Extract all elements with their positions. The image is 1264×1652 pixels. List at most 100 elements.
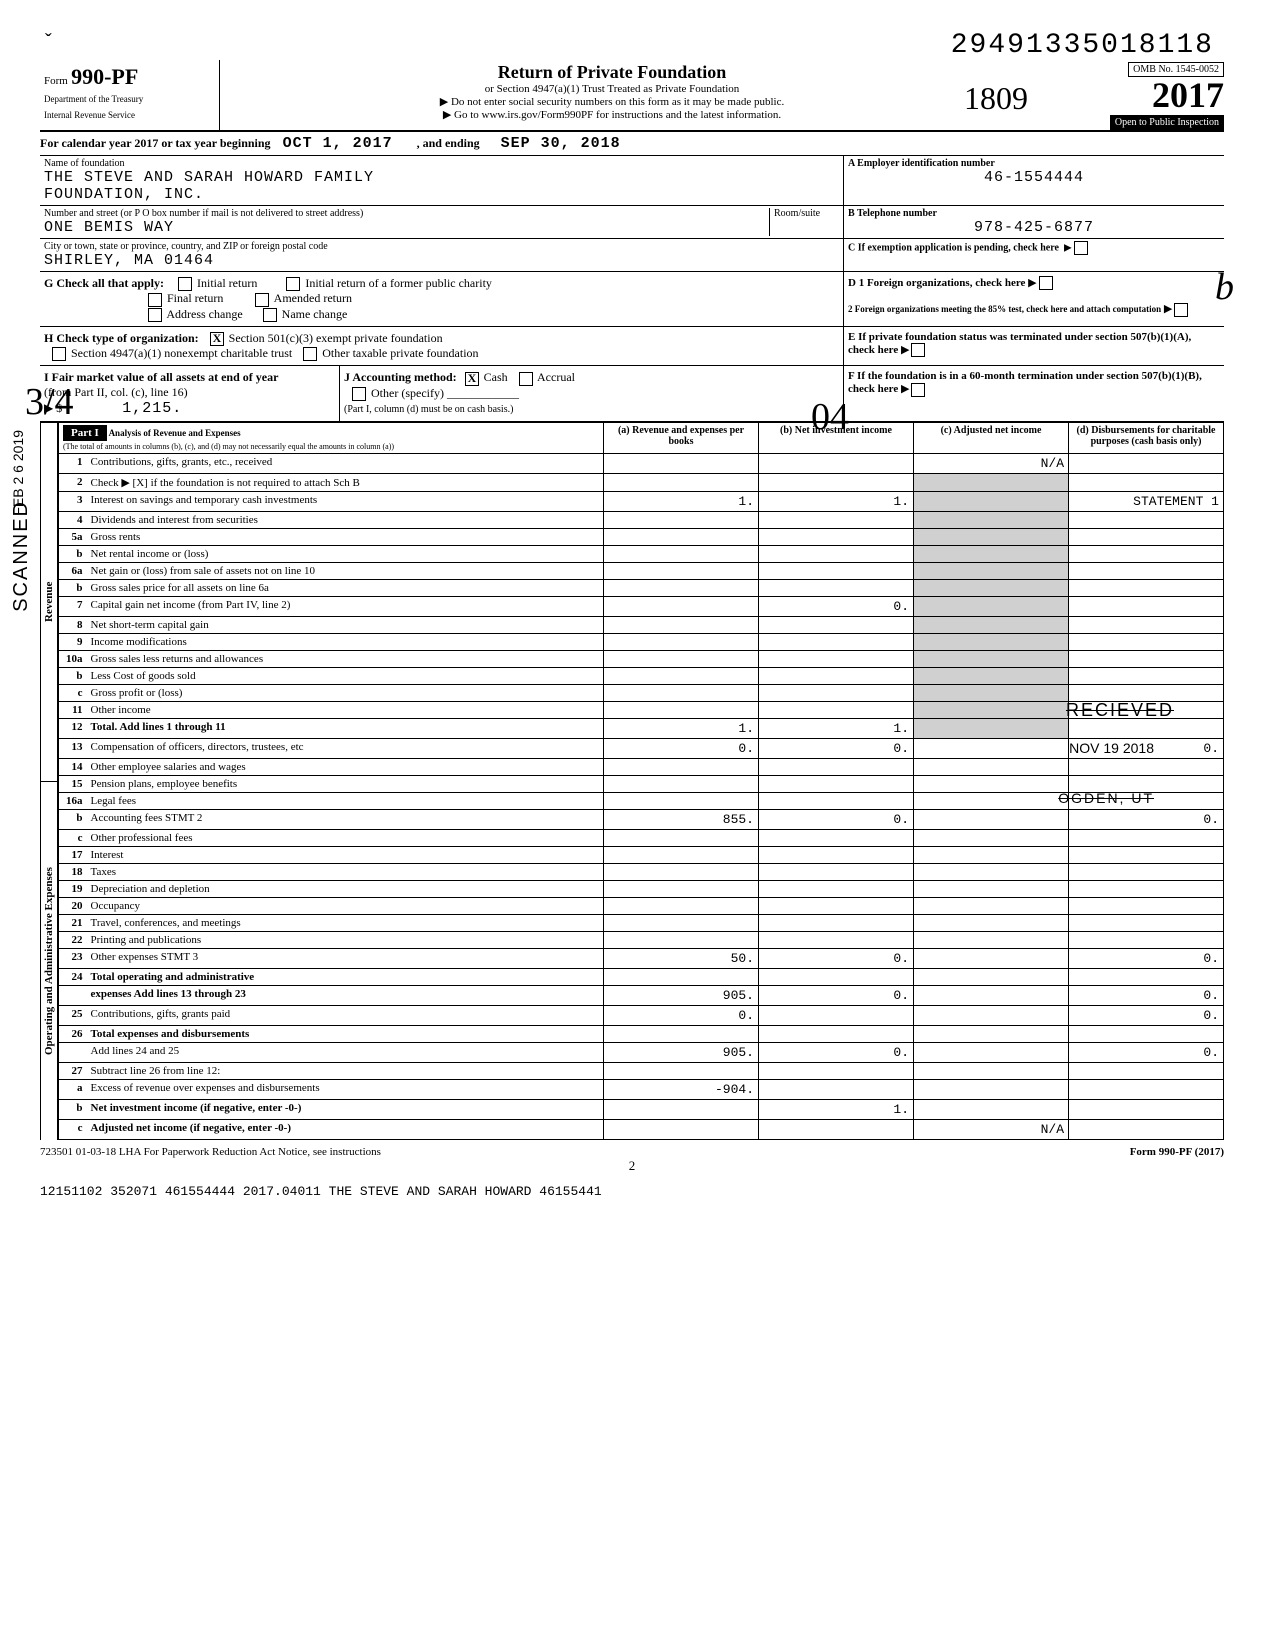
footer-form: Form 990-PF (2017) <box>1130 1146 1224 1158</box>
g-initial-former-checkbox[interactable] <box>286 277 300 291</box>
section-h-label: H Check type of organization: <box>44 331 199 345</box>
g-amended-checkbox[interactable] <box>255 293 269 307</box>
table-row: bNet rental income or (loss) <box>59 546 1224 563</box>
h-501c3-checkbox[interactable] <box>210 332 224 346</box>
table-row: aExcess of revenue over expenses and dis… <box>59 1080 1224 1100</box>
footer-bottom: 12151102 352071 461554444 2017.04011 THE… <box>40 1184 1224 1199</box>
j-cash-checkbox[interactable] <box>465 372 479 386</box>
tax-year: 2017 <box>1152 75 1224 115</box>
stamp-number: 1809 <box>964 80 1028 117</box>
table-row: bAccounting fees STMT 2855.0.0. <box>59 810 1224 830</box>
address-value: ONE BEMIS WAY <box>44 219 769 236</box>
section-g-label: G Check all that apply: <box>44 276 164 290</box>
table-row: 9Income modifications <box>59 634 1224 651</box>
g-opt-1: Final return <box>167 291 223 305</box>
j-accrual: Accrual <box>537 370 575 384</box>
g-opt-0: Initial return <box>197 276 257 290</box>
g-opt-5: Name change <box>282 307 348 321</box>
cal-year-prefix: For calendar year 2017 or tax year begin… <box>40 136 271 150</box>
table-row: 26Total expenses and disbursements <box>59 1026 1224 1043</box>
table-row: cOther professional fees <box>59 830 1224 847</box>
page-number: 2 <box>40 1158 1224 1174</box>
part1-sub: (The total of amounts in columns (b), (c… <box>63 442 394 451</box>
table-row: 19Depreciation and depletion <box>59 881 1224 898</box>
table-row: bGross sales price for all assets on lin… <box>59 580 1224 597</box>
table-row: 3Interest on savings and temporary cash … <box>59 492 1224 512</box>
table-row: 6aNet gain or (loss) from sale of assets… <box>59 563 1224 580</box>
j-other-checkbox[interactable] <box>352 387 366 401</box>
table-row: Add lines 24 and 25905.0.0. <box>59 1043 1224 1063</box>
table-row: 18Taxes <box>59 864 1224 881</box>
form-prefix: Form <box>44 75 68 87</box>
col-a-header: (a) Revenue and expenses per books <box>604 423 759 454</box>
dept-irs: Internal Revenue Service <box>44 110 135 120</box>
h-4947-checkbox[interactable] <box>52 347 66 361</box>
ogden-stamp: OGDEN, UT <box>1058 790 1154 806</box>
j-accrual-checkbox[interactable] <box>519 372 533 386</box>
table-row: 8Net short-term capital gain <box>59 617 1224 634</box>
e-checkbox[interactable] <box>911 343 925 357</box>
col-c-header: (c) Adjusted net income <box>914 423 1069 454</box>
year-begin: OCT 1, 2017 <box>283 135 393 152</box>
expenses-side-label: Operating and Administrative Expenses <box>40 781 58 1140</box>
table-row: 17Interest <box>59 847 1224 864</box>
year-end: SEP 30, 2018 <box>501 135 621 152</box>
form-subtitle-1: or Section 4947(a)(1) Trust Treated as P… <box>228 83 996 95</box>
table-row: bNet investment income (if negative, ent… <box>59 1100 1224 1120</box>
section-d1-label: D 1 Foreign organizations, check here <box>848 277 1025 289</box>
form-header: Form 990-PF Department of the Treasury I… <box>40 60 1224 132</box>
section-e-label: E If private foundation status was termi… <box>848 331 1191 356</box>
part1-badge: Part I <box>63 425 107 441</box>
j-cash: Cash <box>484 370 508 384</box>
city-value: SHIRLEY, MA 01464 <box>44 252 839 269</box>
phone-label: B Telephone number <box>848 208 1220 219</box>
section-c-checkbox[interactable] <box>1074 241 1088 255</box>
room-suite-label: Room/suite <box>769 208 839 236</box>
table-row: 21Travel, conferences, and meetings <box>59 915 1224 932</box>
g-address-change-checkbox[interactable] <box>148 308 162 322</box>
table-row: 12Total. Add lines 1 through 111.1. <box>59 719 1224 739</box>
table-row: 4Dividends and interest from securities <box>59 512 1224 529</box>
table-row: bLess Cost of goods sold <box>59 668 1224 685</box>
h-other-checkbox[interactable] <box>303 347 317 361</box>
received-date-stamp: NOV 19 2018 <box>1069 740 1154 756</box>
received-stamp: RECIEVED <box>1066 700 1174 721</box>
table-row: 16aLegal fees <box>59 793 1224 810</box>
footer-lha: 723501 01-03-18 LHA For Paperwork Reduct… <box>40 1146 381 1158</box>
ein-label: A Employer identification number <box>848 158 1220 169</box>
d2-checkbox[interactable] <box>1174 303 1188 317</box>
revenue-side-label: Revenue <box>40 422 58 781</box>
table-row: 24Total operating and administrative <box>59 969 1224 986</box>
part1-title: Analysis of Revenue and Expenses <box>109 428 241 438</box>
dept-treasury: Department of the Treasury <box>44 94 143 104</box>
scan-date-stamp: FEB 2 6 2019 <box>10 430 26 516</box>
d1-checkbox[interactable] <box>1039 276 1053 290</box>
address-label: Number and street (or P O box number if … <box>44 208 769 219</box>
table-row: 23Other expenses STMT 350.0.0. <box>59 949 1224 969</box>
h-opt-2: Section 4947(a)(1) nonexempt charitable … <box>71 346 292 360</box>
g-initial-return-checkbox[interactable] <box>178 277 192 291</box>
g-name-change-checkbox[interactable] <box>263 308 277 322</box>
name-label: Name of foundation <box>44 158 839 169</box>
handwritten-b: b <box>1215 265 1234 309</box>
cal-year-mid: , and ending <box>417 136 480 150</box>
g-final-return-checkbox[interactable] <box>148 293 162 307</box>
section-i-label: I Fair market value of all assets at end… <box>44 370 278 384</box>
table-row: 7Capital gain net income (from Part IV, … <box>59 597 1224 617</box>
table-row: cAdjusted net income (if negative, enter… <box>59 1120 1224 1140</box>
handwritten-fraction: 3/4 <box>25 380 74 424</box>
table-row: 25Contributions, gifts, grants paid0.0. <box>59 1006 1224 1026</box>
form-title: Return of Private Foundation <box>228 62 996 83</box>
table-row: 11Other income <box>59 702 1224 719</box>
table-row: 15Pension plans, employee benefits <box>59 776 1224 793</box>
foundation-name-2: FOUNDATION, INC. <box>44 186 839 203</box>
table-row: 13Compensation of officers, directors, t… <box>59 739 1224 759</box>
scanned-stamp: SCANNED <box>10 500 33 612</box>
f-checkbox[interactable] <box>911 383 925 397</box>
h-opt-3: Other taxable private foundation <box>322 346 478 360</box>
g-opt-3: Initial return of a former public charit… <box>305 276 492 290</box>
document-id-number: 29491335018118 <box>951 30 1214 61</box>
form-subtitle-2: ▶ Do not enter social security numbers o… <box>228 95 996 108</box>
table-row: 22Printing and publications <box>59 932 1224 949</box>
j-other: Other (specify) <box>371 386 444 400</box>
